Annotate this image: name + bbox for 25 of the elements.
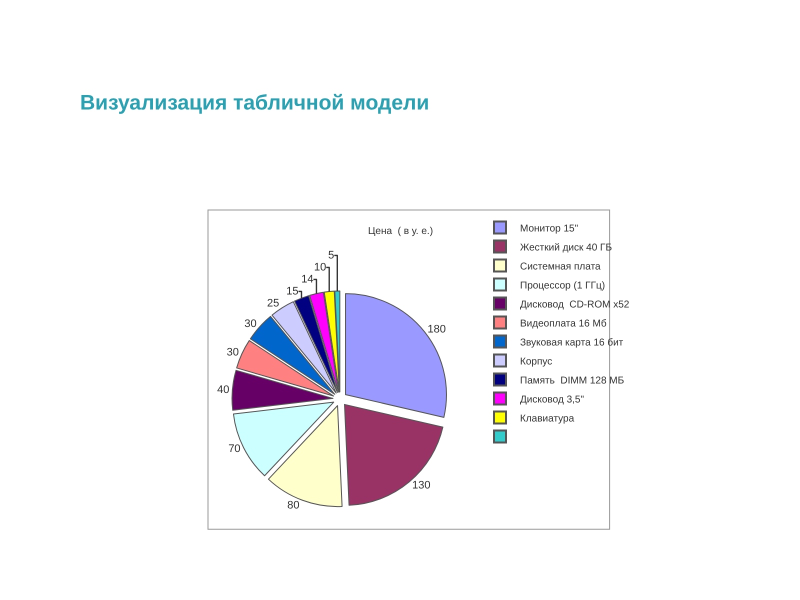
- legend-label: Звуковая карта 16 бит: [520, 337, 624, 348]
- text: Цена ( в у. е.): [368, 226, 434, 237]
- data-label: 14: [301, 273, 314, 286]
- legend-label: Процессор (1 ГГц): [520, 280, 606, 292]
- data-label: 30: [244, 318, 257, 330]
- data-label: 10: [314, 261, 326, 274]
- legend-label: Дисковод CD-ROM x52: [520, 299, 630, 310]
- data-label: 5: [328, 249, 334, 262]
- data-label: 15: [286, 285, 298, 298]
- data-label: 80: [287, 500, 300, 512]
- data-label: 70: [228, 442, 241, 455]
- chart-title: Визуализация табличной модели: [80, 91, 430, 114]
- legend-label: Дисковод 3,5": [520, 394, 584, 406]
- legend-label: Память DIMM 128 МБ: [520, 375, 625, 386]
- legend-label: Монитор 15": [520, 223, 579, 234]
- data-label: 40: [217, 384, 230, 396]
- data-label: 130: [412, 480, 430, 492]
- legend-label: Корпус: [520, 356, 552, 368]
- data-label: 30: [226, 346, 239, 359]
- legend-label: Системная плата: [520, 261, 602, 272]
- legend-label: Клавиатура: [520, 413, 575, 424]
- data-label: 180: [428, 323, 446, 336]
- data-label: 25: [266, 297, 280, 310]
- legend-label: Видеоплата 16 Мб: [520, 318, 607, 330]
- legend-label: Жесткий диск 40 ГБ: [520, 242, 612, 254]
